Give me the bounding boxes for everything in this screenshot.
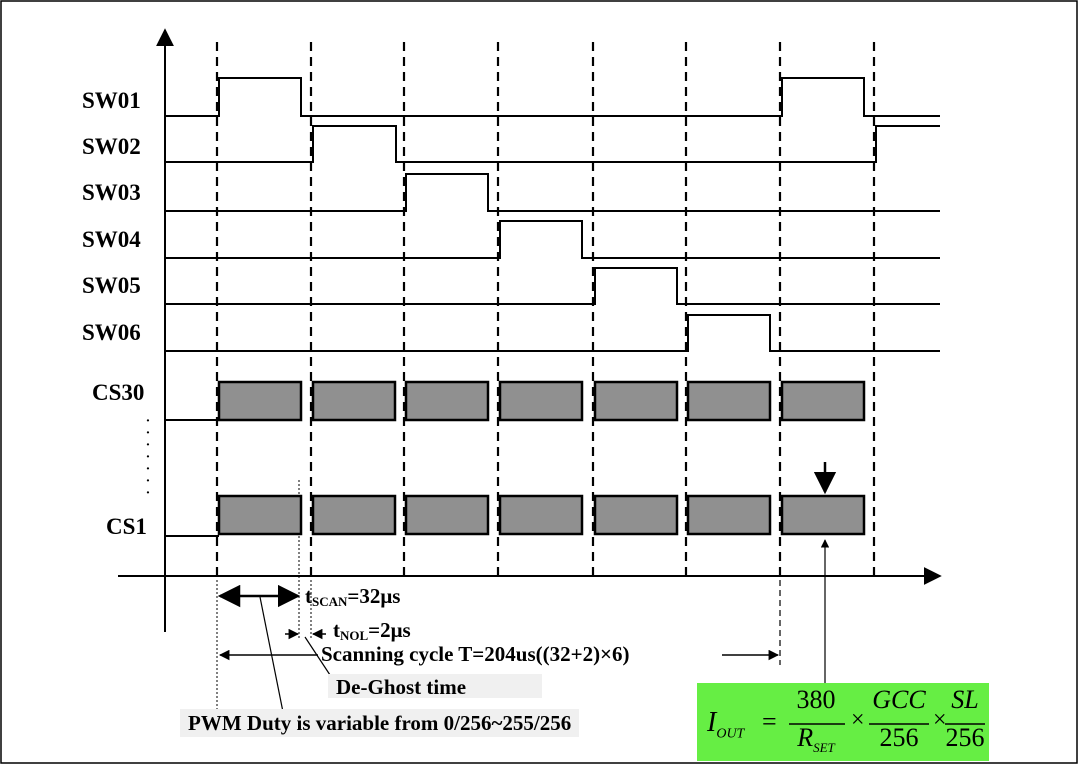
cs1-pwm-pulse-3 [404, 494, 490, 536]
formula-equals: = [762, 707, 777, 736]
formula-den1: RSET [797, 723, 835, 756]
deghost-label: De-Ghost time [328, 674, 542, 699]
cs30-pwm-pulse-5 [593, 380, 679, 422]
cs1-pwm-pulse-5 [593, 494, 679, 536]
iout-formula: IOUT = 380 RSET × GCC 256 × SL 256 [697, 683, 989, 761]
sw03-label: SW03 [82, 180, 141, 205]
formula-num2: GCC [872, 685, 926, 714]
formula-num3: SL [951, 685, 979, 714]
sw05-label: SW05 [82, 273, 141, 298]
tscan-label: tSCAN=32μs [305, 584, 401, 609]
formula-den2: 256 [879, 723, 919, 752]
sw02-label: SW02 [82, 134, 141, 159]
cs1-pwm-pulse-6 [686, 494, 772, 536]
formula-den3: 256 [945, 723, 985, 752]
cs30-pwm-pulse-6 [686, 380, 772, 422]
tnol-label: tNOL=2μs [333, 618, 411, 643]
cs1-pwm-pulse-2 [311, 494, 397, 536]
cs1-pwm-pulse-7 [780, 494, 866, 536]
cs1-pwm-pulse-1 [217, 494, 303, 536]
pwm-duty-leader [259, 596, 284, 713]
formula-times2: × [933, 707, 947, 733]
sw06-waveform [165, 314, 940, 352]
cs30-pwm-pulse-1 [217, 380, 303, 422]
sw06-label: SW06 [82, 320, 141, 345]
ellipsis-dots: · · · · · · · [145, 414, 151, 501]
sw05-waveform [165, 267, 940, 305]
cs30-pwm-pulse-7 [780, 380, 866, 422]
cs30-pwm-pulse-2 [311, 380, 397, 422]
formula-num1: 380 [796, 685, 836, 714]
formula-lhs: IOUT [707, 707, 745, 742]
cs30-label: CS30 [92, 380, 145, 405]
deghost-leader [304, 636, 333, 679]
sw03-waveform [165, 173, 940, 212]
sw01-label: SW01 [82, 88, 141, 113]
sw04-label: SW04 [82, 227, 141, 252]
cs1-label: CS1 [106, 514, 147, 539]
cs1-pwm-pulse-4 [498, 494, 584, 536]
cs30-pwm-pulse-4 [498, 380, 584, 422]
cs30-pwm-pulse-3 [404, 380, 490, 422]
sw02-waveform [165, 125, 940, 163]
formula-times1: × [851, 707, 865, 733]
sw01-waveform [165, 77, 940, 117]
sw04-waveform [165, 220, 940, 259]
pwm-duty-label: PWM Duty is variable from 0/256~255/256 [180, 709, 580, 737]
scanning-cycle-label: Scanning cycle T=204us((32+2)×6) [321, 642, 630, 666]
formula-fraction-bars [789, 723, 985, 725]
